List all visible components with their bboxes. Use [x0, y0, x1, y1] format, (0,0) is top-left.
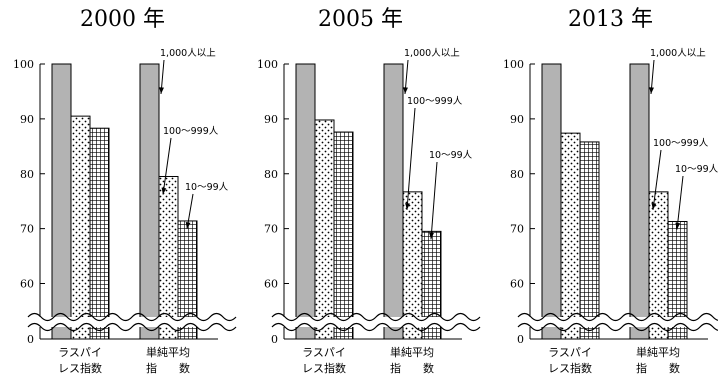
axis-break-line	[27, 322, 237, 332]
bar-1-1	[541, 63, 562, 340]
axis-break-line	[271, 322, 481, 332]
arrow-head	[185, 222, 191, 229]
arrow-head	[405, 203, 410, 210]
y-tick-label: 90	[20, 113, 34, 126]
category-label: 指 数	[146, 361, 190, 375]
category-label: 単純平均	[636, 345, 680, 359]
annotation-arrow	[430, 161, 438, 240]
y-tick-label: 60	[264, 278, 278, 291]
series-annotation: 1,000人以上	[404, 48, 460, 59]
annotation-arrow	[162, 137, 172, 195]
axis-break-line	[517, 312, 718, 322]
y-tick-label: 90	[264, 113, 278, 126]
bar-1-1	[51, 63, 72, 340]
y-tick-label: 70	[264, 223, 278, 236]
y-tick-label: 100	[257, 58, 278, 71]
chart-title: 2000 年	[80, 7, 165, 32]
y-tick-label: 100	[13, 58, 34, 71]
annotation-arrow	[676, 175, 684, 230]
bar-1-2	[383, 63, 404, 340]
y-tick-label: 70	[20, 223, 34, 236]
bar-2-2	[402, 191, 423, 340]
y-tick-label: 90	[510, 113, 524, 126]
bar-2-1	[314, 119, 335, 340]
arrow-head	[649, 87, 654, 94]
y-tick-label: 70	[510, 223, 524, 236]
arrow-head	[651, 203, 657, 210]
bar-2-1	[560, 132, 581, 340]
series-annotation: 10～99人	[675, 164, 718, 175]
bar-2-1	[70, 115, 91, 340]
category-label: ラスパイ	[58, 346, 102, 359]
y-tick-label: 0	[517, 333, 524, 346]
category-label: 指 数	[390, 361, 434, 375]
axis-break-band	[272, 317, 482, 327]
category-label: ラスパイ	[302, 346, 346, 359]
chart-title: 2013 年	[568, 7, 653, 32]
arrow-head	[675, 222, 681, 230]
y-tick-label: 80	[510, 168, 524, 181]
chart-title: 2005 年	[318, 7, 403, 32]
series-annotation: 10～99人	[429, 150, 473, 161]
category-label: ラスパイ	[548, 346, 592, 359]
series-annotation: 1,000人以上	[160, 48, 216, 59]
category-label: レス指数	[302, 361, 346, 375]
arrow-head	[161, 187, 167, 195]
category-label: レス指数	[58, 361, 102, 375]
axis-break-band	[518, 317, 718, 327]
axis-break-line	[517, 322, 718, 332]
axis-break-line	[271, 312, 481, 322]
annotation-arrow	[652, 149, 662, 210]
category-label: レス指数	[548, 361, 592, 375]
bar-1-1	[295, 63, 316, 340]
y-tick-label: 80	[264, 168, 278, 181]
series-annotation: 1,000人以上	[650, 48, 706, 59]
series-annotation: 100～999人	[163, 126, 219, 137]
bar-3-1	[89, 127, 110, 340]
bar-1-2	[139, 63, 160, 340]
category-label: 単純平均	[146, 345, 190, 359]
y-tick-label: 60	[20, 278, 34, 291]
annotation-arrow	[406, 107, 416, 210]
y-tick-label: 80	[20, 168, 34, 181]
y-tick-label: 0	[271, 333, 278, 346]
axis-break-line	[27, 312, 237, 322]
arrow-head	[429, 232, 434, 240]
arrow-head	[159, 87, 164, 94]
bar-1-2	[629, 63, 650, 340]
bar-3-1	[579, 141, 600, 340]
series-annotation: 100～999人	[407, 96, 463, 107]
category-label: 指 数	[636, 361, 680, 375]
axis-break-band	[28, 317, 238, 327]
arrow-head	[403, 87, 408, 94]
y-tick-label: 100	[503, 58, 524, 71]
bar-3-1	[333, 131, 354, 340]
series-annotation: 100～999人	[653, 138, 709, 149]
y-tick-label: 0	[27, 333, 34, 346]
category-label: 単純平均	[390, 345, 434, 359]
y-tick-label: 60	[510, 278, 524, 291]
series-annotation: 10～99人	[185, 182, 229, 193]
bar-2-2	[648, 191, 669, 340]
